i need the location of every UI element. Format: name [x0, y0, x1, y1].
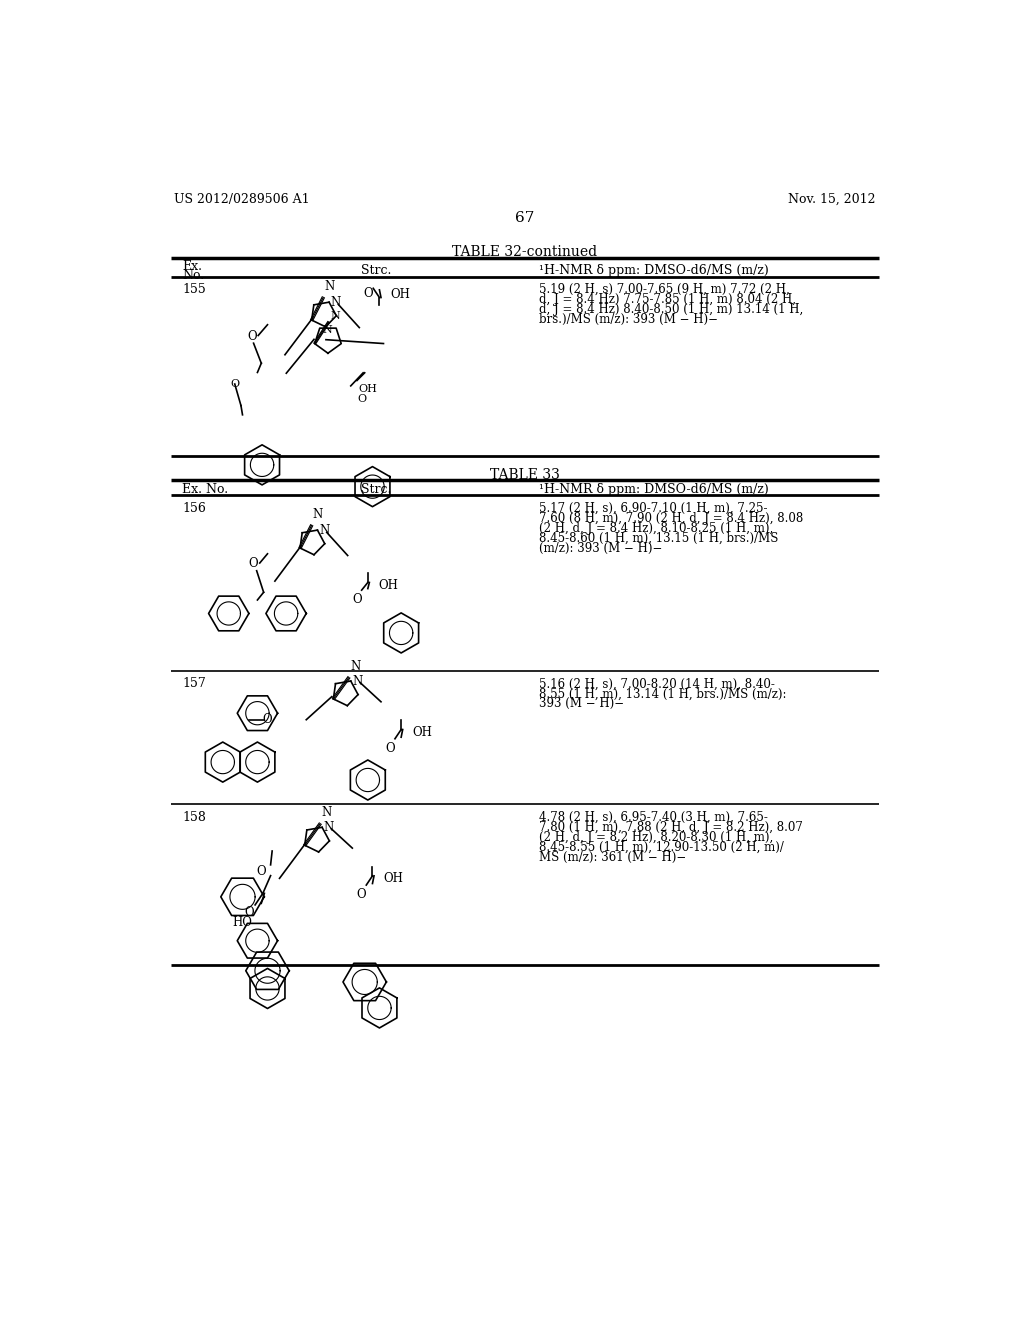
- Text: O: O: [356, 888, 367, 902]
- Text: 156: 156: [182, 502, 206, 515]
- Text: N: N: [319, 524, 330, 537]
- Text: N: N: [331, 296, 341, 309]
- Text: N: N: [352, 675, 362, 688]
- Text: Strc.: Strc.: [360, 483, 391, 496]
- Text: 5.19 (2 H, s) 7.00-7.65 (9 H, m) 7.72 (2 H,: 5.19 (2 H, s) 7.00-7.65 (9 H, m) 7.72 (2…: [539, 284, 790, 296]
- Text: Ex.: Ex.: [182, 260, 203, 273]
- Text: d, J = 8.4 Hz) 7.75-7.85 (1 H, m) 8.04 (2 H,: d, J = 8.4 Hz) 7.75-7.85 (1 H, m) 8.04 (…: [539, 293, 796, 306]
- Text: (2 H, d, J = 8.4 Hz), 8.10-8.25 (1 H, m),: (2 H, d, J = 8.4 Hz), 8.10-8.25 (1 H, m)…: [539, 521, 773, 535]
- Text: d, J = 8.4 Hz) 8.40-8.50 (1 H, m) 13.14 (1 H,: d, J = 8.4 Hz) 8.40-8.50 (1 H, m) 13.14 …: [539, 304, 803, 317]
- Text: MS (m/z): 361 (M − H)−: MS (m/z): 361 (M − H)−: [539, 850, 686, 863]
- Text: O: O: [364, 286, 374, 300]
- Text: ¹H-NMR δ ppm: DMSO-d6/MS (m/z): ¹H-NMR δ ppm: DMSO-d6/MS (m/z): [539, 483, 768, 496]
- Text: OH: OH: [379, 579, 398, 593]
- Text: 5.16 (2 H, s), 7.00-8.20 (14 H, m), 8.40-: 5.16 (2 H, s), 7.00-8.20 (14 H, m), 8.40…: [539, 677, 774, 690]
- Text: O: O: [230, 379, 240, 388]
- Text: N: N: [330, 312, 340, 321]
- Text: HO: HO: [232, 916, 253, 929]
- Text: 8.55 (1 H, m), 13.14 (1 H, brs.)/MS (m/z):: 8.55 (1 H, m), 13.14 (1 H, brs.)/MS (m/z…: [539, 688, 786, 701]
- Text: O: O: [263, 713, 272, 726]
- Text: (m/z): 393 (M − H)−: (m/z): 393 (M − H)−: [539, 543, 663, 554]
- Text: N: N: [312, 508, 323, 520]
- Text: O: O: [249, 557, 258, 569]
- Text: 157: 157: [182, 677, 206, 690]
- Text: Strc.: Strc.: [360, 264, 391, 277]
- Text: N: N: [350, 660, 360, 673]
- Text: TABLE 32-continued: TABLE 32-continued: [453, 244, 597, 259]
- Text: 5.17 (2 H, s), 6.90-7.10 (1 H, m), 7.25-: 5.17 (2 H, s), 6.90-7.10 (1 H, m), 7.25-: [539, 502, 767, 515]
- Text: 4.78 (2 H, s), 6.95-7.40 (3 H, m), 7.65-: 4.78 (2 H, s), 6.95-7.40 (3 H, m), 7.65-: [539, 810, 768, 824]
- Text: 155: 155: [182, 284, 206, 296]
- Text: 8.45-8.60 (1 H, m), 13.15 (1 H, brs.)/MS: 8.45-8.60 (1 H, m), 13.15 (1 H, brs.)/MS: [539, 532, 778, 545]
- Text: 158: 158: [182, 810, 206, 824]
- Text: US 2012/0289506 A1: US 2012/0289506 A1: [174, 193, 310, 206]
- Text: O: O: [247, 330, 257, 343]
- Text: 7.60 (8 H, m), 7.90 (2 H, d, J = 8.4 Hz), 8.08: 7.60 (8 H, m), 7.90 (2 H, d, J = 8.4 Hz)…: [539, 512, 803, 525]
- Text: O: O: [385, 742, 395, 755]
- Text: Nov. 15, 2012: Nov. 15, 2012: [787, 193, 876, 206]
- Text: OH: OH: [390, 288, 411, 301]
- Text: 67: 67: [515, 211, 535, 224]
- Text: O: O: [352, 593, 361, 606]
- Text: O: O: [357, 395, 367, 404]
- Text: O: O: [256, 865, 266, 878]
- Text: O: O: [244, 907, 254, 920]
- Text: (2 H, d, J = 8.2 Hz), 8.20-8.30 (1 H, m),: (2 H, d, J = 8.2 Hz), 8.20-8.30 (1 H, m)…: [539, 830, 773, 843]
- Text: OH: OH: [358, 384, 378, 393]
- Text: brs.)/MS (m/z): 393 (M − H)−: brs.)/MS (m/z): 393 (M − H)−: [539, 313, 718, 326]
- Text: 393 (M − H)−: 393 (M − H)−: [539, 697, 624, 710]
- Text: N: N: [324, 280, 334, 293]
- Text: OH: OH: [383, 873, 403, 886]
- Text: N: N: [324, 821, 334, 834]
- Text: 8.45-8.55 (1 H, m), 12.90-13.50 (2 H, m)/: 8.45-8.55 (1 H, m), 12.90-13.50 (2 H, m)…: [539, 841, 783, 854]
- Text: N: N: [323, 325, 332, 335]
- Text: OH: OH: [412, 726, 432, 739]
- Text: 7.80 (1 H, m), 7.88 (2 H, d, J = 8.2 Hz), 8.07: 7.80 (1 H, m), 7.88 (2 H, d, J = 8.2 Hz)…: [539, 821, 803, 834]
- Text: TABLE 33: TABLE 33: [489, 469, 560, 482]
- Text: No.: No.: [182, 268, 205, 281]
- Text: Ex. No.: Ex. No.: [182, 483, 228, 496]
- Text: N: N: [322, 807, 332, 818]
- Text: ¹H-NMR δ ppm: DMSO-d6/MS (m/z): ¹H-NMR δ ppm: DMSO-d6/MS (m/z): [539, 264, 768, 277]
